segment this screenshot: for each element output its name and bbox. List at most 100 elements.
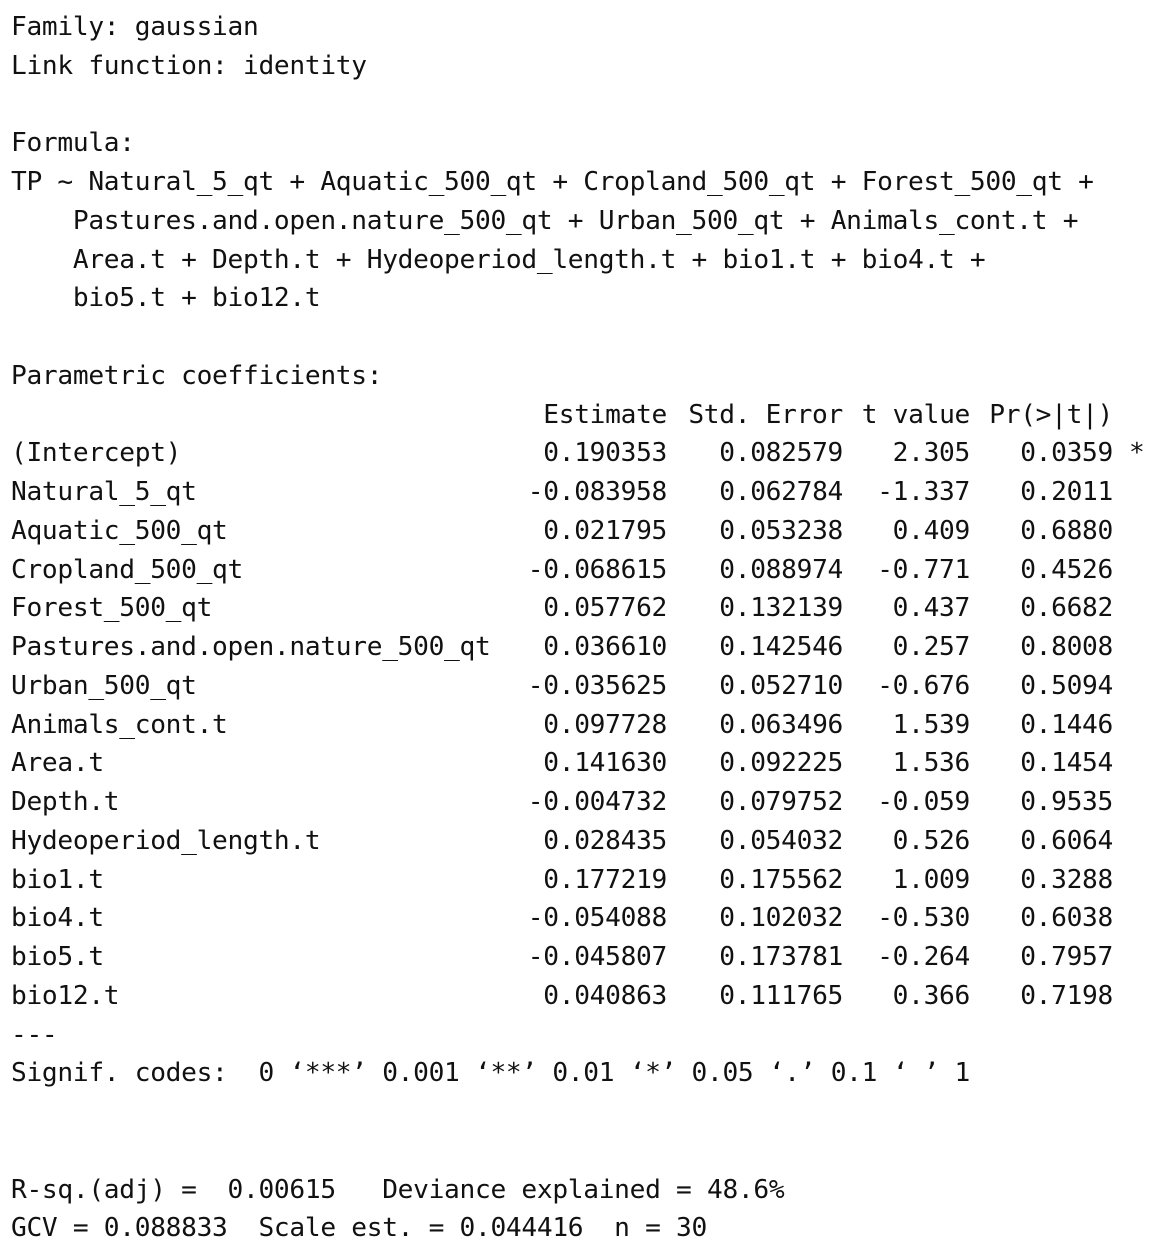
row-std-error: 0.054032 — [719, 825, 843, 856]
row-std-error: 0.142546 — [719, 632, 843, 662]
row-t-value: 2.305 — [892, 438, 971, 469]
row-t-value: -0.264 — [877, 942, 970, 972]
row-std-error: 0.053238 — [719, 515, 843, 546]
row-estimate: -0.054088 — [527, 903, 668, 934]
row-term: Animals_cont.t — [11, 709, 228, 740]
row-estimate: 0.097728 — [543, 709, 667, 740]
fit-stats-line: R-sq.(adj) = 0.00615 Deviance explained … — [11, 1174, 785, 1205]
row-t-value: 0.437 — [892, 593, 971, 624]
row-p-value: 0.5094 — [1020, 670, 1113, 701]
formula-line: Area.t + Depth.t + Hydeoperiod_length.t … — [11, 244, 986, 275]
row-term: Aquatic_500_qt — [11, 515, 228, 546]
row-signif-mark: * — [1129, 438, 1145, 469]
row-p-value: 0.2011 — [1020, 477, 1113, 507]
row-std-error: 0.092225 — [719, 748, 843, 779]
row-estimate: 0.036610 — [543, 632, 667, 662]
row-estimate: -0.045807 — [527, 942, 668, 972]
row-estimate: 0.028435 — [543, 825, 667, 856]
row-std-error: 0.079752 — [719, 787, 843, 817]
row-estimate: -0.083958 — [527, 477, 668, 507]
fit-stats-line: GCV = 0.088833 Scale est. = 0.044416 n =… — [11, 1213, 707, 1244]
formula-line: bio5.t + bio12.t — [11, 283, 321, 314]
row-term: Pastures.and.open.nature_500_qt — [11, 632, 491, 662]
header-estimate: Estimate — [543, 399, 667, 430]
table-row: (Intercept) 0.190353 0.082579 2.305 0.0359 * — [11, 434, 1145, 473]
coefficient-table-header: Estimate Std. Error t value Pr(>|t|) — [11, 396, 1113, 435]
row-estimate: -0.068615 — [527, 554, 668, 585]
formula-label: Formula: — [11, 128, 135, 159]
table-row: bio12.t 0.040863 0.111765 0.366 0.7198 — [11, 977, 1113, 1016]
row-p-value: 0.8008 — [1020, 632, 1113, 662]
row-estimate: -0.035625 — [527, 670, 668, 701]
table-row: Aquatic_500_qt 0.021795 0.053238 0.409 0.688… — [11, 512, 1113, 551]
formula-line: TP ~ Natural_5_qt + Aquatic_500_qt + Cro… — [11, 167, 1094, 197]
row-std-error: 0.173781 — [719, 942, 843, 972]
row-estimate: 0.057762 — [543, 593, 667, 624]
row-term: bio1.t — [11, 864, 104, 895]
row-p-value: 0.3288 — [1020, 864, 1113, 895]
row-t-value: 1.536 — [892, 748, 971, 779]
row-p-value: 0.6880 — [1020, 515, 1113, 546]
row-estimate: -0.004732 — [527, 787, 668, 817]
link-function-line: Link function: identity — [11, 50, 367, 81]
row-term: bio5.t — [11, 942, 104, 972]
row-estimate: 0.177219 — [543, 864, 667, 895]
row-term: Forest_500_qt — [11, 593, 213, 624]
row-p-value: 0.9535 — [1020, 787, 1113, 817]
separator-line: --- — [11, 1019, 58, 1050]
row-term: Natural_5_qt — [11, 477, 197, 507]
row-p-value: 0.6682 — [1020, 593, 1113, 624]
header-t-value: t value — [861, 399, 971, 430]
row-std-error: 0.088974 — [719, 554, 843, 585]
coefficients-section-label: Parametric coefficients: — [11, 360, 383, 391]
row-estimate: 0.190353 — [543, 438, 667, 469]
row-t-value: 1.009 — [892, 864, 971, 895]
row-estimate: 0.040863 — [543, 980, 667, 1011]
row-std-error: 0.082579 — [719, 438, 843, 469]
row-t-value: 0.409 — [892, 515, 971, 546]
family-line: Family: gaussian — [11, 12, 259, 42]
blank-line — [11, 318, 1094, 357]
row-t-value: 0.526 — [892, 825, 971, 856]
r-console-output: Family: gaussian Link function: identity… — [11, 8, 1145, 1248]
row-term: Urban_500_qt — [11, 670, 197, 701]
row-std-error: 0.052710 — [719, 670, 843, 701]
row-std-error: 0.132139 — [719, 593, 843, 624]
row-p-value: 0.4526 — [1020, 554, 1113, 585]
table-row: Hydeoperiod_length.t 0.028435 0.054032 0.52… — [11, 822, 1113, 861]
table-row: Depth.t -0.004732 0.079752 -0.059 0.9535 — [11, 783, 1113, 822]
row-estimate: 0.021795 — [543, 515, 667, 546]
row-term: Depth.t — [11, 787, 120, 817]
row-std-error: 0.063496 — [719, 709, 843, 740]
blank-line — [11, 1093, 1094, 1132]
table-row: Forest_500_qt 0.057762 0.132139 0.437 0.6682 — [11, 589, 1113, 628]
signif-codes-legend: Signif. codes: 0 ‘***’ 0.001 ‘**’ 0.01 ‘… — [11, 1058, 970, 1089]
row-t-value: -1.337 — [877, 477, 970, 507]
row-t-value: 0.366 — [892, 980, 971, 1011]
row-std-error: 0.175562 — [719, 864, 843, 895]
table-row: Animals_cont.t 0.097728 0.063496 1.539 0.144… — [11, 706, 1113, 745]
row-p-value: 0.6038 — [1020, 903, 1113, 934]
row-term: Hydeoperiod_length.t — [11, 825, 321, 856]
table-row: Area.t 0.141630 0.092225 1.536 0.1454 — [11, 744, 1113, 783]
row-std-error: 0.102032 — [719, 903, 843, 934]
row-std-error: 0.111765 — [719, 980, 843, 1011]
row-term: bio4.t — [11, 903, 104, 934]
row-t-value: -0.771 — [877, 554, 970, 585]
table-row: Natural_5_qt -0.083958 0.062784 -1.337 0.201… — [11, 473, 1113, 512]
row-t-value: -0.059 — [877, 787, 970, 817]
header-std-error: Std. Error — [688, 399, 843, 430]
table-row: bio5.t -0.045807 0.173781 -0.264 0.7957 — [11, 938, 1113, 977]
row-t-value: -0.530 — [877, 903, 970, 934]
row-estimate: 0.141630 — [543, 748, 667, 779]
row-p-value: 0.1446 — [1020, 709, 1113, 740]
row-p-value: 0.7198 — [1020, 980, 1113, 1011]
row-term: Cropland_500_qt — [11, 554, 243, 585]
table-row: bio1.t 0.177219 0.175562 1.009 0.3288 — [11, 861, 1113, 900]
row-t-value: -0.676 — [877, 670, 970, 701]
row-t-value: 0.257 — [892, 632, 971, 662]
coefficient-table-body: (Intercept) 0.190353 0.082579 2.305 0.0359 * N… — [11, 434, 1145, 1016]
table-row: Pastures.and.open.nature_500_qt 0.036610 0… — [11, 628, 1113, 667]
table-row: Cropland_500_qt -0.068615 0.088974 -0.771 0.… — [11, 551, 1113, 590]
row-std-error: 0.062784 — [719, 477, 843, 507]
